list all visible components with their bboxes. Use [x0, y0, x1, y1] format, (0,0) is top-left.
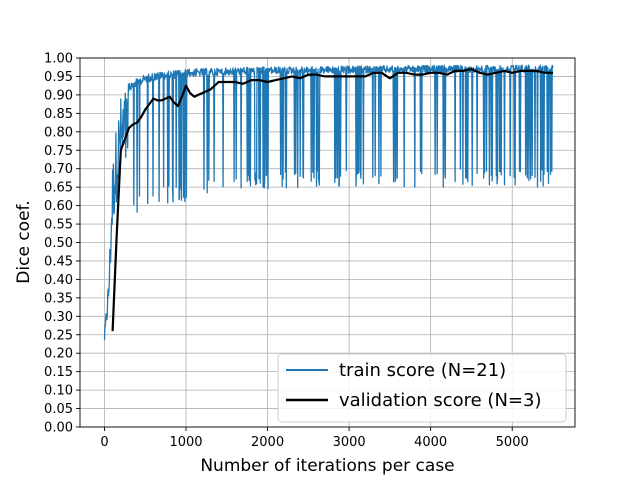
y-tick-label: 0.70	[44, 162, 73, 177]
y-tick-label: 0.75	[44, 144, 73, 159]
y-tick-label: 0.50	[44, 236, 73, 251]
y-tick-label: 0.25	[44, 328, 73, 343]
y-tick-label: 0.20	[44, 347, 73, 362]
legend-label-train: train score (N=21)	[339, 360, 506, 381]
y-tick-label: 0.85	[44, 107, 73, 122]
y-tick-label: 0.10	[44, 384, 73, 399]
x-tick-label: 4000	[414, 435, 447, 450]
y-tick-label: 0.35	[44, 291, 73, 306]
validation-score-line	[111, 67, 553, 332]
legend-label-validation: validation score (N=3)	[339, 390, 541, 411]
validation-score-series	[111, 67, 553, 332]
x-axis-label: Number of iterations per case	[200, 456, 454, 476]
x-tick-label: 2000	[251, 435, 284, 450]
legend-box	[277, 353, 567, 423]
y-tick-label: 0.30	[44, 310, 73, 325]
y-tick-label: 0.05	[44, 402, 73, 417]
x-tick-label: 5000	[496, 435, 529, 450]
train-score-series	[103, 64, 554, 341]
y-tick-label: 0.65	[44, 181, 73, 196]
grid-layer	[80, 57, 575, 428]
x-tick-label: 0	[100, 435, 108, 450]
y-tick-label: 1.00	[44, 52, 73, 67]
y-tick-label: 0.00	[44, 421, 73, 436]
y-tick-label: 0.60	[44, 199, 73, 214]
y-tick-label: 0.90	[44, 88, 73, 103]
y-tick-label: 0.95	[44, 70, 73, 85]
x-axis-ticks: 0 1000 2000 3000 4000 5000	[100, 427, 529, 450]
y-tick-label: 0.15	[44, 365, 73, 380]
y-tick-label: 0.45	[44, 254, 73, 269]
y-tick-label: 0.80	[44, 125, 73, 140]
y-tick-label: 0.55	[44, 218, 73, 233]
y-axis-ticks: 0.00 0.05 0.10 0.15 0.20 0.25 0.30 0.35 0.40 0.45…	[44, 52, 80, 436]
y-axis-label: Dice coef.	[14, 200, 34, 283]
legend: train score (N=21) validation score (N=3…	[277, 353, 567, 423]
train-score-line	[103, 64, 554, 341]
x-tick-label: 3000	[333, 435, 366, 450]
x-tick-label: 1000	[169, 435, 202, 450]
y-tick-label: 0.40	[44, 273, 73, 288]
